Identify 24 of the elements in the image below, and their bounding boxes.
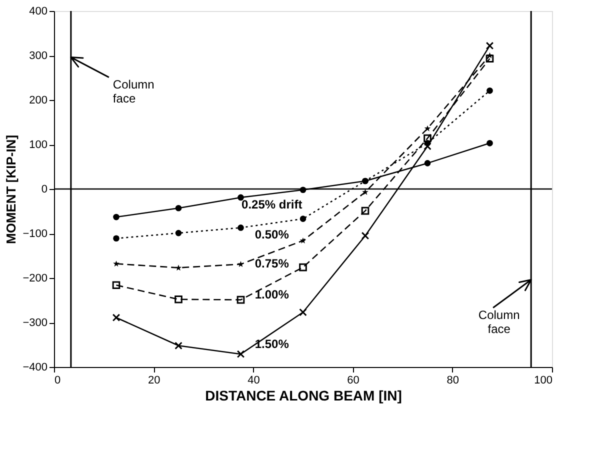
x-tick-label: 80 — [446, 374, 460, 386]
y-tick-label: −300 — [22, 317, 48, 329]
ref-line-label: Column face — [478, 308, 520, 336]
y-tick-label: 0 — [41, 184, 48, 196]
y-tick-label: 200 — [29, 94, 48, 106]
y-tick-label: −100 — [22, 228, 48, 240]
x-tick-label: 40 — [248, 374, 260, 386]
x-tick-label: 100 — [534, 374, 552, 386]
x-tick-label: 20 — [148, 374, 160, 386]
y-tick-label: −400 — [22, 362, 48, 374]
y-tick-label: 100 — [29, 139, 48, 151]
x-axis-title: DISTANCE ALONG BEAM [IN] — [205, 388, 402, 404]
series-label: 0.50% — [254, 227, 290, 242]
ref-line-label: Column face — [112, 77, 154, 106]
series-label: 1.00% — [254, 288, 290, 302]
y-axis-title: MOMENT [KIP-IN] — [4, 134, 19, 244]
y-tick-label: 400 — [29, 6, 48, 18]
y-tick-label: 300 — [29, 50, 48, 62]
series-label: 1.50% — [254, 337, 290, 352]
series-label: 0.25% drift — [242, 198, 302, 212]
y-tick-label: −200 — [22, 272, 48, 284]
x-tick-label: 0 — [54, 374, 61, 386]
x-tick-label: 60 — [347, 374, 360, 386]
series-label: 0.75% — [254, 256, 290, 270]
